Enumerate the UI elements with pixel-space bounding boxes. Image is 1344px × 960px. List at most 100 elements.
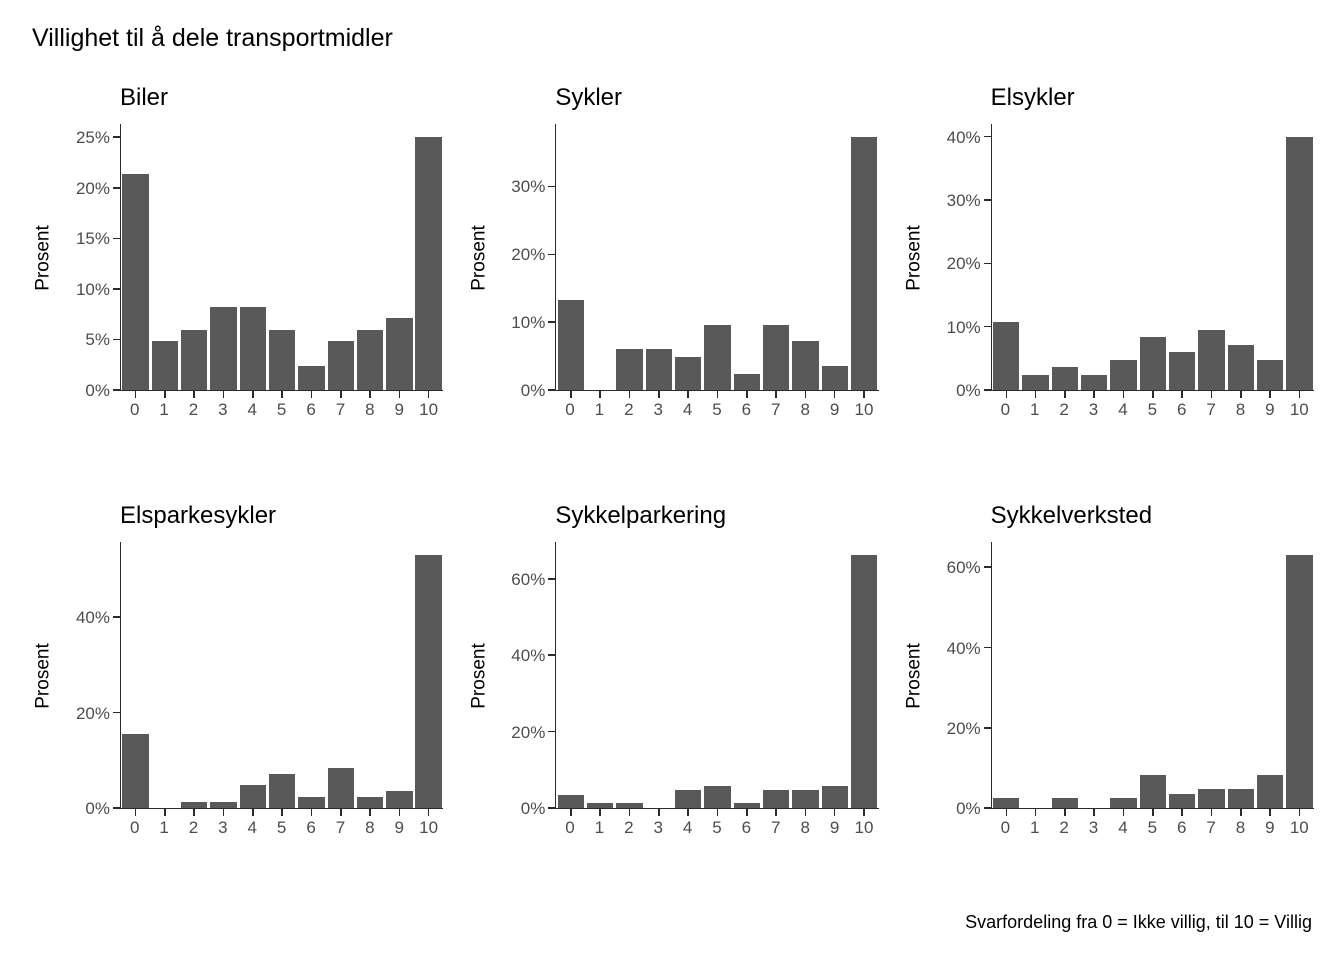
- x-tick-label: 9: [1265, 400, 1275, 419]
- x-tick-mark: [164, 808, 166, 816]
- x-tick-mark: [134, 808, 137, 816]
- x-tick-mark: [687, 390, 689, 398]
- bar-9: [821, 785, 848, 808]
- x-tick-mark: [1122, 808, 1125, 816]
- x-tick-mark: [281, 390, 283, 398]
- x-tick-mark: [1239, 808, 1242, 816]
- x-tick-mark: [599, 390, 602, 398]
- x-tick-mark: [1093, 808, 1095, 816]
- x-tick-mark: [775, 808, 777, 816]
- bar-10: [415, 137, 442, 390]
- facet-body: Prosent 0% 10% 20% 30% 40%: [901, 124, 1314, 400]
- bar-4: [1110, 359, 1137, 390]
- x-tick-mark: [804, 808, 807, 816]
- facet-biler: Biler Prosent 0% 5% 10% 15% 20% 25% 0 1 2 3 4 5 6 7 8 9 10: [30, 81, 444, 423]
- y-axis-title: Prosent: [30, 124, 58, 391]
- bar-6: [298, 365, 325, 390]
- bar-1: [587, 803, 614, 808]
- x-tick-label: 7: [771, 400, 781, 419]
- x-tick-mark: [716, 808, 719, 816]
- x-tick-label: 5: [712, 400, 722, 419]
- x-tick-label: 0: [565, 400, 575, 419]
- bar-0: [557, 794, 585, 808]
- bar-8: [356, 796, 384, 808]
- x-tick-mark: [1034, 390, 1037, 398]
- x-tick-mark: [804, 390, 807, 398]
- bar-3: [210, 307, 237, 390]
- facet-elsykler: Elsykler Prosent 0% 10% 20% 30% 40% 0 1 2 3 4 5 6 7 8 9 1…: [901, 81, 1314, 423]
- x-axis: 0 1 2 3 4 5 6 7 8 9 10: [991, 391, 1314, 423]
- x-tick-mark: [281, 808, 283, 816]
- bar-8: [1227, 788, 1254, 808]
- bar-3: [210, 802, 237, 808]
- x-tick-label: 2: [188, 400, 199, 419]
- x-tick-mark: [1181, 808, 1183, 816]
- x-axis: 0 1 2 3 4 5 6 7 8 9 10: [991, 809, 1314, 841]
- x-tick-label: 10: [419, 400, 439, 419]
- bar-10: [1286, 554, 1313, 808]
- x-tick-mark: [339, 390, 342, 398]
- x-tick-mark: [310, 390, 313, 398]
- x-tick-mark: [193, 390, 196, 398]
- bar-8: [1227, 345, 1254, 390]
- x-tick-mark: [369, 808, 371, 816]
- x-tick-mark: [1152, 808, 1154, 816]
- x-tick-label: 3: [653, 818, 663, 837]
- x-tick-label: 0: [129, 400, 140, 419]
- bar-2: [616, 803, 643, 808]
- y-axis-title-text: Prosent: [468, 642, 490, 709]
- bar-9: [1256, 774, 1284, 808]
- facet-title: Sykkelparkering: [555, 502, 727, 529]
- x-tick-mark: [1093, 390, 1095, 398]
- bar-2: [1051, 367, 1079, 390]
- y-tick-label: 0%: [85, 381, 110, 400]
- x-tick-label: 5: [1147, 818, 1158, 837]
- x-tick-label: 9: [829, 400, 840, 419]
- facet-body: Prosent 0% 20% 40% 60%: [465, 542, 879, 818]
- y-tick-label: 0%: [85, 799, 110, 818]
- x-tick-label: 3: [218, 818, 228, 837]
- x-tick-mark: [628, 808, 631, 816]
- bar-10: [850, 554, 878, 808]
- x-tick-label: 3: [218, 400, 228, 419]
- x-tick-label: 0: [129, 818, 140, 837]
- x-tick-label: 4: [682, 818, 693, 837]
- x-tick-label: 4: [682, 400, 693, 419]
- y-tick-mark: [548, 389, 557, 391]
- x-tick-label: 5: [1147, 400, 1158, 419]
- x-tick-label: 2: [1059, 400, 1069, 419]
- x-axis: 0 1 2 3 4 5 6 7 8 9 10: [120, 809, 443, 841]
- facet-body: Prosent 0% 10% 20% 30%: [465, 124, 879, 400]
- x-tick-label: 1: [159, 818, 169, 837]
- y-tick-label: 40%: [75, 607, 110, 627]
- bar-5: [704, 785, 731, 808]
- bar-2: [616, 349, 643, 390]
- x-tick-mark: [1005, 390, 1008, 398]
- caption: Svarfordeling fra 0 = Ikke villig, til 1…: [965, 912, 1312, 932]
- plot-area: [548, 542, 879, 816]
- x-tick-label: 4: [247, 818, 257, 837]
- y-tick-mark: [983, 135, 992, 138]
- bar-4: [239, 785, 267, 808]
- bar-5: [268, 774, 296, 808]
- x-tick-label: 9: [829, 818, 840, 837]
- bar-6: [298, 796, 325, 808]
- y-tick-mark: [983, 199, 992, 201]
- x-tick-label: 8: [365, 400, 375, 419]
- x-tick-label: 6: [741, 400, 752, 419]
- x-tick-label: 5: [276, 818, 287, 837]
- y-axis-title: Prosent: [901, 542, 929, 809]
- x-tick-mark: [1122, 390, 1125, 398]
- y-tick-label: 30%: [511, 177, 546, 197]
- y-axis: 0% 20% 40% 60%: [929, 542, 991, 818]
- x-tick-label: 10: [854, 818, 874, 837]
- y-tick-mark: [113, 389, 121, 391]
- bar-0: [122, 173, 149, 390]
- y-tick-label: 15%: [75, 229, 110, 249]
- bar-9: [821, 365, 848, 390]
- x-tick-label: 1: [594, 818, 605, 837]
- y-tick-mark: [113, 186, 121, 189]
- x-tick-mark: [1152, 390, 1154, 398]
- bar-4: [675, 790, 702, 808]
- x-tick-label: 10: [1289, 818, 1309, 837]
